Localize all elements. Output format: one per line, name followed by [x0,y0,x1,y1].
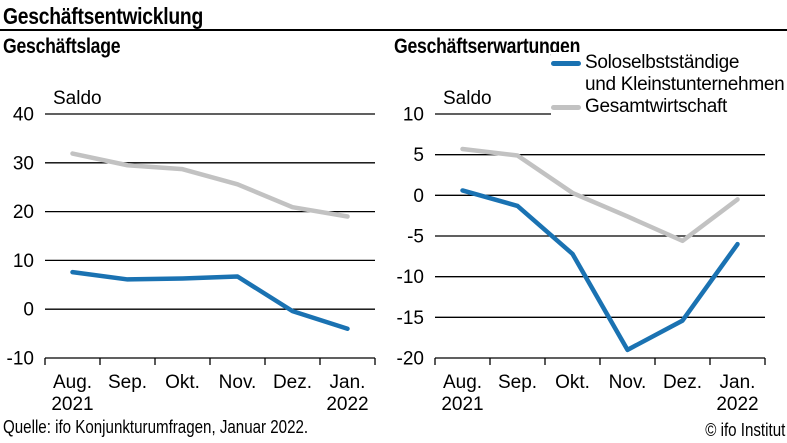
left-chart-title: Geschäftslage [3,35,121,58]
copyright-note: © ifo Institut [704,420,785,440]
y-tick-label: 40 [13,105,34,126]
series-line-solo [460,188,740,353]
y-tick-label: -10 [397,267,424,288]
chart-legend: Soloselbstständige und Kleinstunternehme… [551,52,787,124]
legend-label-gesamtwirtschaft: Gesamtwirtschaft [585,96,727,117]
x-tick-label: Nov. [609,372,647,393]
y-tick-label: 10 [403,105,424,126]
page-title: Geschäftsentwicklung [3,3,204,29]
x-tick-label: Jan. [720,372,756,393]
y-tick-label: 20 [13,202,34,223]
x-tick-label: Okt. [555,372,590,393]
saldo-axis-label: Saldo [53,88,102,109]
series-line-solo [70,269,350,331]
title-divider [0,29,787,31]
x-tick-label: Okt. [165,372,200,393]
series-line-gesamt [70,151,350,219]
x-tick-label: Dez. [273,372,312,393]
series-line-gesamt [460,146,740,244]
y-tick-label: 30 [13,153,34,174]
x-year-label: 2022 [716,394,758,415]
solo-line-swatch-icon [551,61,581,66]
legend-label-solo-line2: und Kleinstunternehmen [585,74,785,95]
x-year-label: 2021 [51,394,93,415]
x-tick-label: Aug. [53,372,92,393]
geschaeftslage-chart: 40 30 20 10 0 -10 Aug.2021 Sep. Okt. Nov. Dez. Jan.… [7,88,376,415]
legend-entry-soloselbststaendige: Soloselbstständige [551,52,787,74]
source-note: Quelle: ifo Konjunkturumfragen, Januar 2… [3,417,309,437]
legend-label-solo-line1: Soloselbstständige [585,52,740,73]
right-chart-title: Geschäftserwartungen [394,35,581,58]
y-tick-label: -10 [7,349,34,370]
y-tick-label: 5 [413,145,424,166]
x-tick-label: Aug. [443,372,482,393]
x-year-label: 2022 [326,394,368,415]
x-tick-label: Nov. [219,372,257,393]
gesamtwirtschaft-line-swatch-icon [551,105,581,110]
y-tick-label: -5 [407,227,424,248]
y-tick-label: -15 [397,308,424,329]
geschaeftserwartungen-chart: 10 5 0 -5 -10 -15 -20 Aug.2021 Sep. Okt. Nov. Dez. J… [397,88,766,415]
y-tick-label: 0 [23,300,34,321]
x-tick-label: Jan. [330,372,366,393]
y-tick-label: 0 [413,186,424,207]
x-tick-label: Sep. [498,372,537,393]
x-tick-label: Sep. [108,372,147,393]
y-tick-label: -20 [397,349,424,370]
x-year-label: 2021 [441,394,483,415]
saldo-axis-label: Saldo [443,88,492,109]
x-tick-label: Dez. [663,372,702,393]
y-tick-label: 10 [13,251,34,272]
legend-entry-gesamtwirtschaft: Gesamtwirtschaft [551,96,787,118]
